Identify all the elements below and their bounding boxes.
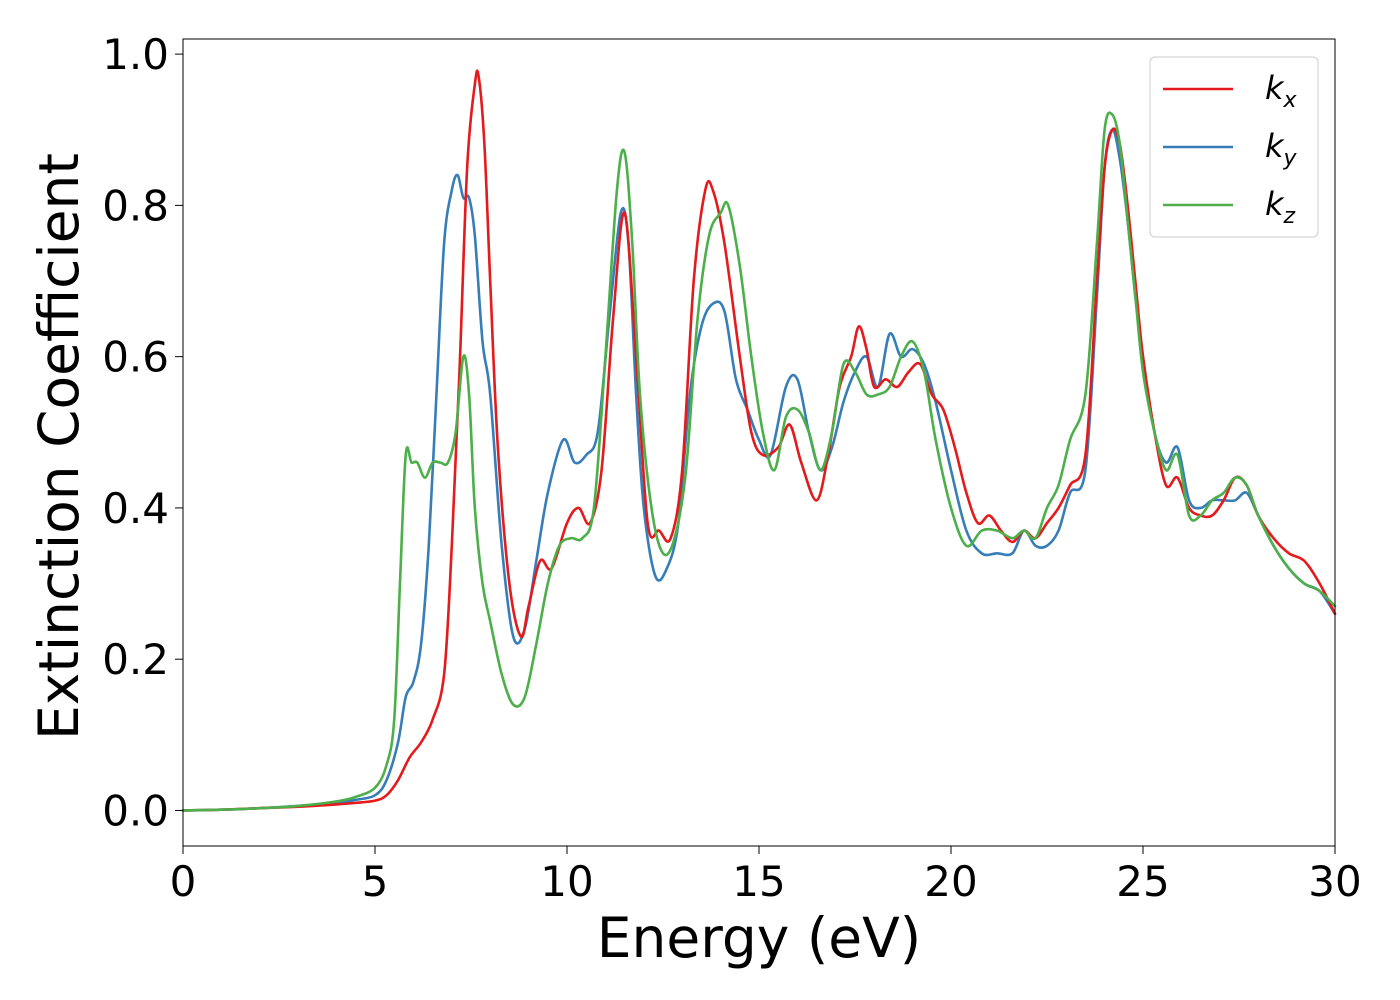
axis-ticks: 0 5 10 15 20 25 30 0.0 0.2 0.4 0.6 0.8 1.0 <box>102 30 1362 906</box>
legend-label-kz: kz <box>1265 185 1296 229</box>
y-axis-title: Extinction Coefficient <box>27 153 91 740</box>
legend-label-kx: kx <box>1265 69 1298 113</box>
x-axis-title: Energy (eV) <box>597 906 921 970</box>
x-tick-label: 15 <box>732 857 785 906</box>
y-tick-label: 0.0 <box>102 786 169 835</box>
x-tick-label: 5 <box>362 857 389 906</box>
legend-box <box>1149 56 1319 238</box>
x-tick-label: 30 <box>1308 857 1361 906</box>
y-tick-label: 0.2 <box>102 635 169 684</box>
series-lines <box>181 69 1337 812</box>
x-tick-label: 10 <box>540 857 593 906</box>
y-tick-label: 0.4 <box>102 484 169 533</box>
y-tick-label: 0.6 <box>102 333 169 382</box>
series-line-kz <box>181 111 1337 812</box>
series-line-kx <box>181 69 1337 812</box>
legend-label-ky: ky <box>1265 127 1298 171</box>
x-tick-label: 0 <box>170 857 197 906</box>
x-tick-label: 20 <box>924 857 977 906</box>
y-tick-label: 0.8 <box>102 181 169 230</box>
y-tick-label: 1.0 <box>102 30 169 79</box>
x-tick-label: 25 <box>1116 857 1169 906</box>
legend: kx ky kz <box>1149 56 1319 238</box>
